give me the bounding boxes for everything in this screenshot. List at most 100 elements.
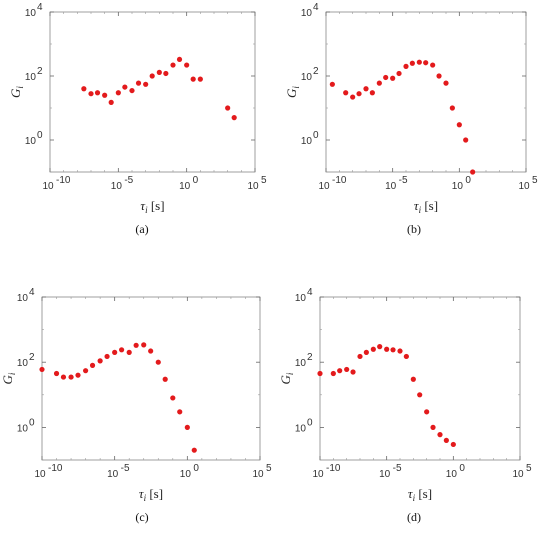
- y-tick-exponent: 2: [307, 352, 313, 363]
- data-point: [53, 370, 60, 377]
- plot-frame: [319, 296, 521, 461]
- data-point: [155, 359, 161, 365]
- data-point: [357, 353, 363, 360]
- data-point: [384, 346, 390, 352]
- data-point: [423, 60, 429, 66]
- y-tick-exponent: 2: [313, 66, 319, 77]
- y-tick-label: 10: [17, 358, 29, 369]
- y-tick-label: 10: [25, 72, 37, 83]
- data-point: [437, 432, 443, 438]
- plot-frame: [41, 296, 261, 461]
- data-point: [176, 56, 183, 63]
- y-tick-exponent: 2: [37, 66, 43, 77]
- x-tick-label: 10: [180, 469, 192, 480]
- data-point: [403, 63, 409, 69]
- data-point: [83, 368, 89, 374]
- data-point: [443, 80, 449, 86]
- y-tick-exponent: 4: [307, 287, 313, 298]
- data-point: [60, 374, 67, 380]
- data-point: [470, 169, 476, 175]
- data-point: [330, 370, 336, 377]
- x-tick-label: 10: [111, 181, 123, 192]
- data-point: [376, 80, 382, 86]
- x-axis-label: τi [s]: [139, 486, 163, 503]
- data-point: [170, 62, 176, 68]
- x-tick-exponent: 0: [193, 463, 199, 474]
- data-point: [317, 370, 323, 377]
- x-tick-exponent: 5: [266, 463, 272, 474]
- data-point: [377, 344, 383, 350]
- data-point: [424, 409, 430, 415]
- y-tick-label: 10: [25, 8, 37, 19]
- y-tick-exponent: 4: [313, 2, 319, 13]
- data-point: [126, 349, 132, 355]
- data-point: [135, 80, 142, 86]
- y-tick-label: 10: [295, 423, 307, 434]
- x-tick-label: 10: [446, 469, 458, 480]
- data-point: [148, 348, 154, 354]
- x-tick-label: 10: [518, 181, 530, 192]
- data-point: [119, 347, 125, 353]
- data-point: [162, 376, 168, 382]
- data-point: [369, 90, 375, 96]
- data-point: [337, 368, 343, 374]
- data-point: [383, 74, 389, 81]
- x-tick-label: 10: [42, 181, 54, 192]
- y-tick-exponent: 2: [29, 352, 35, 363]
- data-point: [370, 346, 376, 352]
- data-point: [81, 86, 87, 92]
- data-point: [122, 84, 128, 90]
- y-tick-exponent: 0: [29, 417, 35, 428]
- x-tick-label: 10: [252, 469, 264, 480]
- x-tick-exponent: 5: [261, 175, 267, 186]
- data-point: [94, 90, 101, 96]
- x-tick-exponent: -10: [56, 175, 71, 186]
- data-point: [397, 348, 403, 354]
- data-point: [417, 392, 423, 398]
- x-tick-label: 10: [34, 469, 46, 480]
- data-point: [163, 70, 169, 77]
- data-point: [443, 437, 449, 443]
- data-point: [177, 409, 183, 415]
- y-tick-exponent: 4: [37, 2, 43, 13]
- panel-caption: (c): [135, 510, 148, 524]
- x-tick-exponent: -5: [121, 463, 130, 474]
- x-axis-label: τi [s]: [408, 486, 432, 503]
- panel-caption: (b): [407, 222, 421, 236]
- data-point: [436, 73, 442, 79]
- y-tick-label: 10: [17, 293, 29, 304]
- data-point: [102, 92, 108, 98]
- x-axis-label: τi [s]: [140, 198, 164, 215]
- x-tick-label: 10: [385, 181, 397, 192]
- data-point: [191, 447, 197, 453]
- data-point: [141, 342, 147, 348]
- data-point: [89, 362, 96, 368]
- data-point: [350, 94, 356, 100]
- y-tick-exponent: 0: [37, 130, 43, 141]
- data-point: [129, 87, 135, 94]
- data-point: [396, 70, 402, 77]
- panel-caption: (a): [135, 222, 148, 236]
- y-tick-label: 10: [301, 8, 313, 19]
- y-tick-label: 10: [301, 136, 313, 147]
- data-point: [197, 76, 203, 82]
- data-point: [430, 424, 436, 430]
- data-point: [68, 374, 74, 380]
- x-tick-exponent: -5: [399, 175, 408, 186]
- data-point: [143, 81, 149, 87]
- y-axis-label: Gi: [0, 372, 17, 384]
- data-point: [329, 81, 335, 87]
- data-point: [115, 90, 121, 96]
- data-point: [108, 99, 114, 105]
- x-tick-exponent: -10: [332, 175, 347, 186]
- data-point: [225, 105, 231, 111]
- x-tick-label: 10: [312, 469, 324, 480]
- data-point: [430, 62, 436, 68]
- y-tick-label: 10: [301, 72, 313, 83]
- data-point: [363, 86, 369, 92]
- data-point: [410, 376, 416, 382]
- x-tick-label: 10: [379, 469, 391, 480]
